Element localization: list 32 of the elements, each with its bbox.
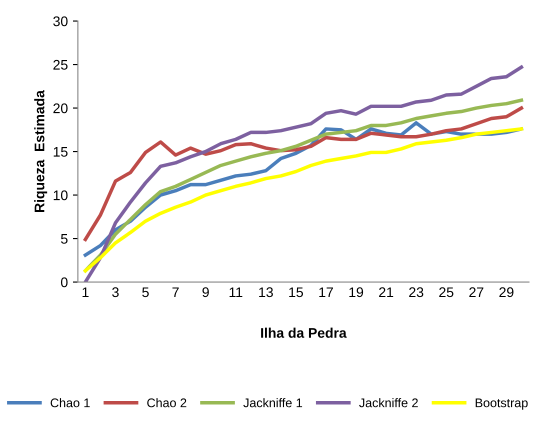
x-tick-label: 27	[469, 287, 484, 297]
y-tick-label: 30	[53, 16, 68, 26]
x-tick-label: 29	[499, 287, 514, 298]
x-tick-label: 17	[319, 287, 333, 297]
x-tick-label: 15	[289, 287, 304, 298]
y-tick-label: 15	[54, 147, 68, 157]
x-tick-label: 9	[202, 287, 209, 298]
legend-label: Chao 2	[147, 398, 186, 408]
y-tick-label: 25	[53, 60, 68, 70]
y-tick-label: 5	[60, 234, 68, 244]
x-tick-label: 25	[439, 287, 454, 298]
y-tick-label: 0	[60, 277, 68, 288]
x-tick-label: 13	[259, 287, 273, 298]
legend-label: Jackniffe 1	[243, 398, 302, 408]
x-tick-label: 5	[142, 287, 149, 298]
x-tick-label: 21	[379, 287, 394, 297]
legend-label: Jackniffe 2	[359, 398, 418, 408]
x-tick-label: 1	[82, 287, 89, 297]
legend-label: Chao 1	[50, 398, 90, 408]
x-tick-label: 3	[112, 287, 119, 298]
x-tick-label: 23	[409, 287, 424, 298]
x-tick-label: 7	[172, 287, 179, 297]
line-series	[84, 98, 524, 272]
y-tick-label: 20	[53, 103, 68, 114]
legend-label: Bootstrap	[476, 398, 528, 410]
x-tick-label: 11	[230, 287, 242, 297]
y-axis-title: Riqueza Estimada	[34, 90, 48, 212]
line-series	[84, 106, 524, 242]
y-tick-label: 10	[54, 190, 68, 200]
x-axis-title: Ilha da Pedra	[261, 328, 347, 338]
line-series	[84, 65, 524, 282]
x-tick-label: 19	[349, 287, 364, 298]
